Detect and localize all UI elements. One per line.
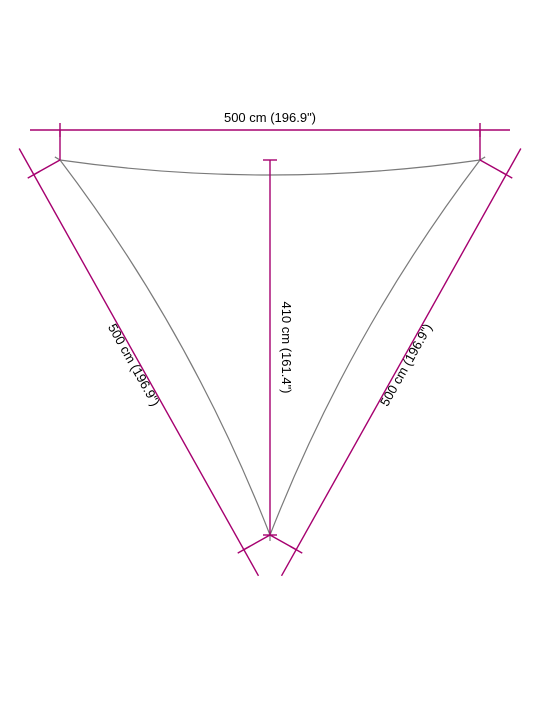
dim-label-top: 500 cm (196.9") [224, 110, 316, 125]
dim-label-height: 410 cm (161.4") [279, 301, 294, 393]
dim-label-left: 500 cm (196.9") [105, 321, 163, 409]
dim-label-right: 500 cm (196.9") [377, 321, 435, 409]
diagram-stage: 500 cm (196.9") 410 cm (161.4") 500 cm (19… [0, 0, 540, 720]
diagram-svg: 500 cm (196.9") 410 cm (161.4") 500 cm (19… [0, 0, 540, 720]
